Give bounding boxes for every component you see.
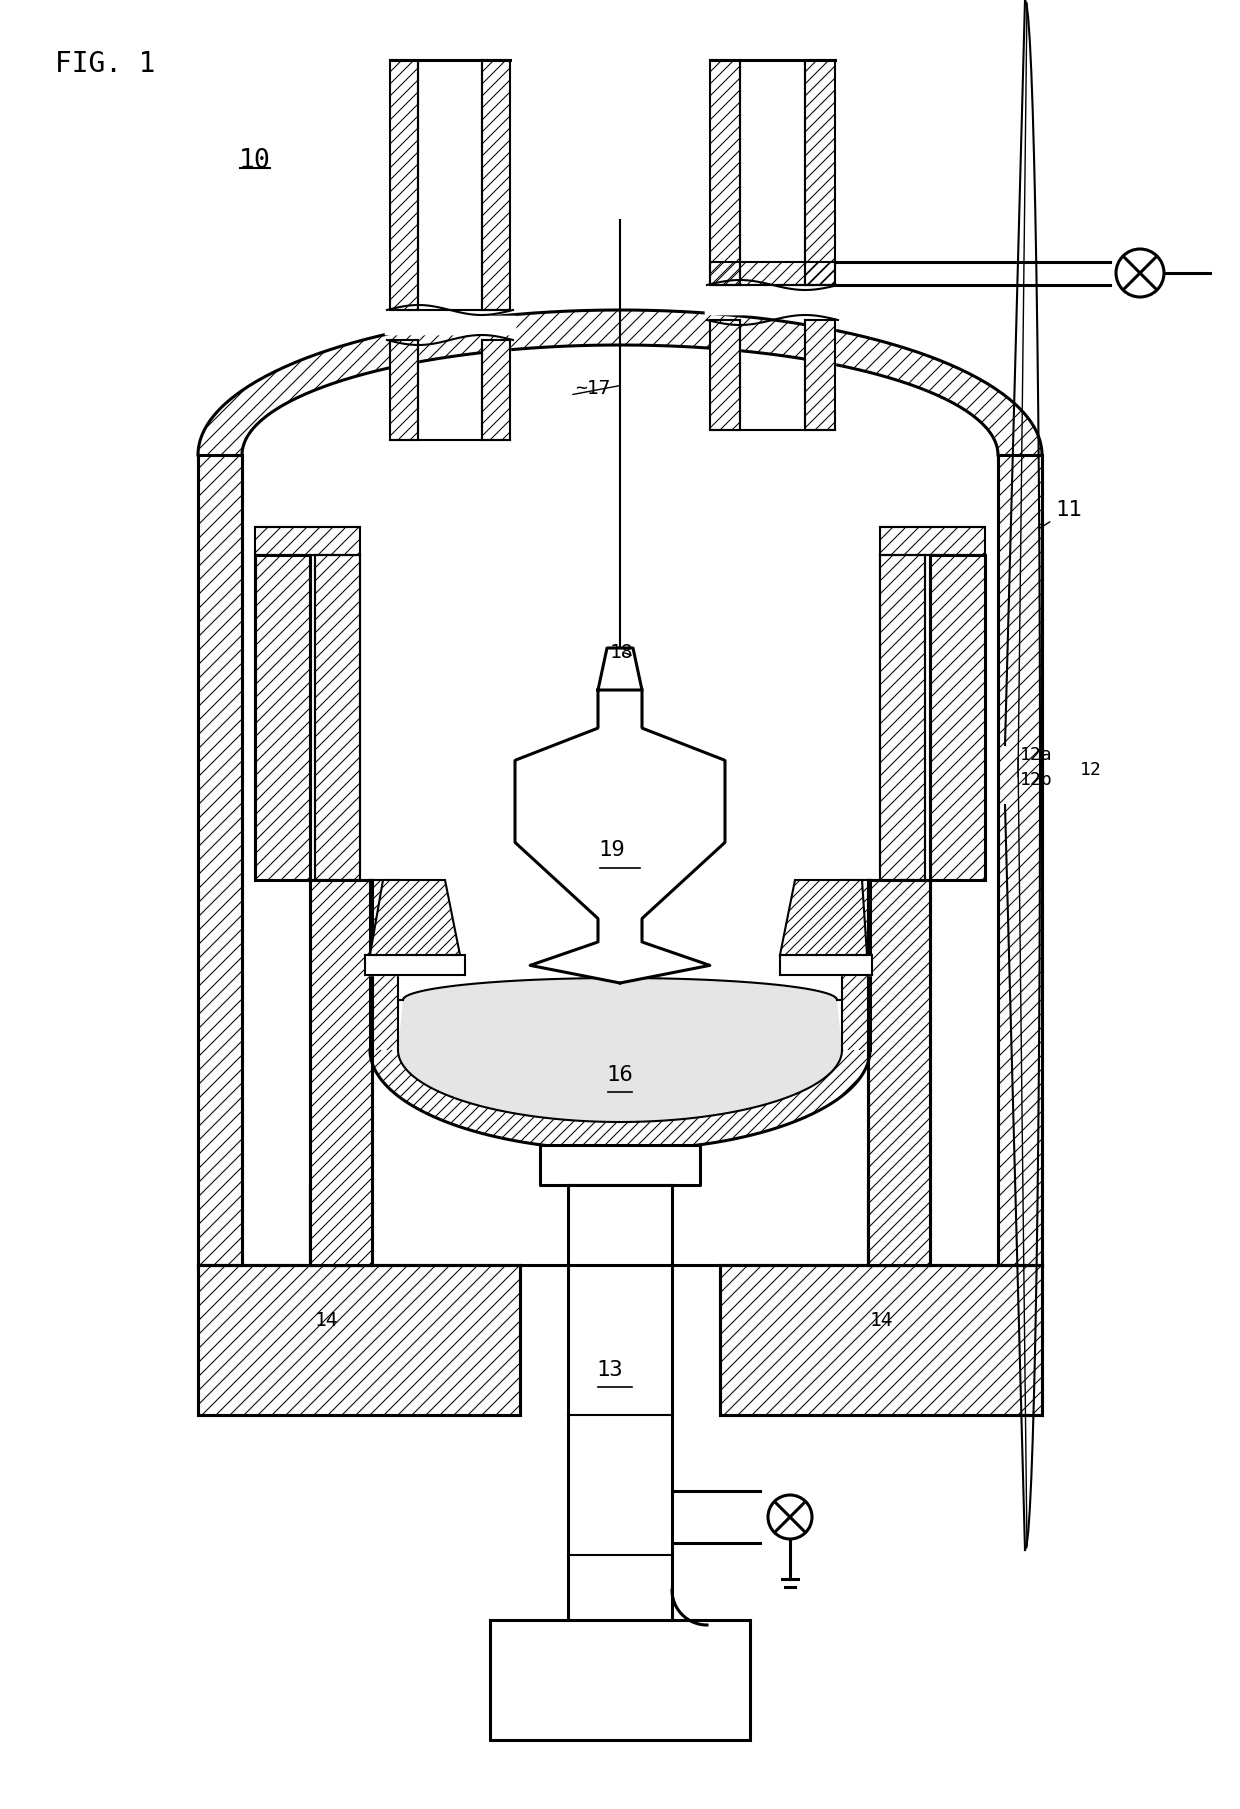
- Text: 18: 18: [610, 642, 634, 662]
- Polygon shape: [598, 648, 642, 689]
- Polygon shape: [315, 555, 360, 879]
- Polygon shape: [391, 60, 418, 309]
- Text: 12: 12: [1080, 762, 1102, 780]
- Polygon shape: [998, 1264, 1042, 1283]
- Polygon shape: [198, 1264, 520, 1415]
- Bar: [490, 1621, 750, 1740]
- Polygon shape: [398, 879, 842, 1122]
- Polygon shape: [805, 320, 835, 431]
- Polygon shape: [370, 879, 398, 1049]
- Text: 13: 13: [596, 1360, 624, 1380]
- Polygon shape: [370, 1049, 870, 1151]
- Text: ~17: ~17: [575, 378, 610, 398]
- Polygon shape: [868, 1185, 930, 1264]
- Polygon shape: [365, 955, 465, 975]
- Polygon shape: [255, 526, 360, 555]
- Text: 14: 14: [870, 1310, 894, 1330]
- Text: 12a: 12a: [1021, 745, 1053, 763]
- Polygon shape: [515, 689, 725, 982]
- Polygon shape: [198, 309, 1042, 456]
- Polygon shape: [711, 262, 835, 286]
- Polygon shape: [880, 555, 925, 879]
- Polygon shape: [539, 1145, 701, 1185]
- Polygon shape: [711, 320, 740, 431]
- Polygon shape: [391, 340, 418, 440]
- Text: 19: 19: [599, 839, 625, 859]
- Polygon shape: [842, 879, 870, 1049]
- Polygon shape: [310, 879, 372, 1264]
- Polygon shape: [711, 60, 740, 286]
- Polygon shape: [255, 555, 310, 879]
- Polygon shape: [998, 456, 1042, 1264]
- Text: 11: 11: [1039, 499, 1081, 528]
- Polygon shape: [880, 526, 985, 555]
- Text: 14: 14: [315, 1310, 339, 1330]
- Text: FIG. 1: FIG. 1: [55, 51, 155, 78]
- Polygon shape: [310, 1185, 372, 1264]
- Polygon shape: [930, 555, 985, 879]
- Polygon shape: [805, 60, 835, 286]
- Polygon shape: [198, 456, 242, 1264]
- Polygon shape: [198, 1264, 242, 1283]
- Text: 10: 10: [239, 148, 270, 174]
- Polygon shape: [482, 60, 510, 309]
- Polygon shape: [370, 879, 460, 955]
- Polygon shape: [720, 1264, 1042, 1415]
- Polygon shape: [482, 340, 510, 440]
- Text: 12b: 12b: [1021, 771, 1053, 789]
- Polygon shape: [868, 879, 930, 1264]
- Polygon shape: [780, 955, 872, 975]
- Text: 16: 16: [606, 1066, 634, 1085]
- Polygon shape: [711, 262, 835, 286]
- Polygon shape: [780, 879, 867, 955]
- Polygon shape: [398, 979, 842, 1122]
